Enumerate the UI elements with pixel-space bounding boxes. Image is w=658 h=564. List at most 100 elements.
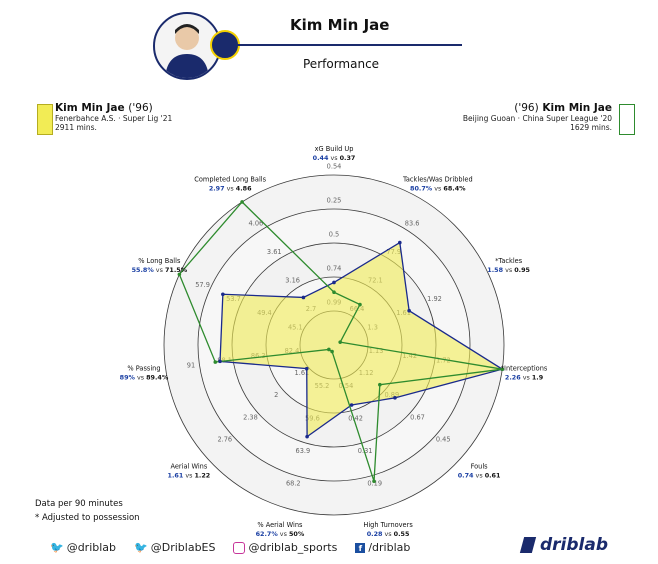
metric-values: 0.28 vs 0.55 [367,530,410,538]
legend-left-team: Fenerbahce A.S. · Super Lig '21 [55,114,173,123]
page-title: Kim Min Jae [290,16,390,34]
series-b-point [372,479,376,484]
series-b-point [327,347,331,352]
tick-label: 0.54 [327,163,342,171]
tick-label: 0.67 [410,413,425,421]
brand-mark-icon [519,537,537,553]
page-subtitle: Performance [303,57,380,71]
metric-label: Aerial Wins [170,463,207,471]
metric-label: *Tackles [495,257,523,265]
legend-right: ('96) Kim Min Jae Beijing Guoan · China … [463,102,612,132]
metric-values: 55.8% vs 71.5% [132,266,188,274]
tick-label: 0.5 [329,231,340,239]
tick-label: 91 [187,362,195,370]
series-a-point [304,366,309,371]
tick-label: 0.19 [367,480,382,488]
series-a-area [219,241,504,438]
legend-right-minutes: 1629 mins. [570,123,612,132]
series-a-point [305,434,309,439]
legend-right-year: ('96) [514,102,539,114]
series-b-line [178,201,503,482]
social-label: @driblab [66,541,117,554]
player-avatar [153,12,221,80]
social-twitter-1[interactable]: 🐦 @driblab [50,541,116,554]
tick-label: 0.42 [348,414,363,422]
social-label: /driblab [368,541,411,554]
series-b-point [330,349,334,354]
series-a-point [218,359,222,364]
tick-label: 3.16 [285,277,300,285]
legend-right-name: Kim Min Jae [542,102,612,114]
series-a-point [221,292,225,297]
legend-left-year: ('96) [128,102,153,114]
metric-values: 0.44 vs 0.37 [313,154,356,162]
twitter-icon: 🐦 [134,541,148,554]
series-a-point [393,396,397,400]
series-a-point [349,403,354,407]
brand-name: driblab [540,535,609,555]
social-twitter-2[interactable]: 🐦 @DriblabES [134,541,215,554]
social-links: 🐦 @driblab 🐦 @DriblabES @driblab_sports f /… [50,541,410,554]
tick-label: 4.06 [249,219,264,227]
series-a-point [407,308,411,313]
metric-label: % Long Balls [138,257,181,265]
series-a-point [332,280,336,285]
legend-left: Kim Min Jae ('96) Fenerbahce A.S. · Supe… [55,102,172,132]
legend-left-name: Kim Min Jae [55,102,125,114]
series-b-point [500,367,505,371]
metric-values: 80.7% vs 68.4% [410,184,466,192]
tick-label: 1.92 [427,295,442,303]
metric-values: 1.58 vs 0.95 [487,266,530,274]
brand-logo: driblab [519,535,609,555]
social-label: @DriblabES [150,541,216,554]
tick-label: 0.25 [327,197,342,205]
tick-label: 2.76 [217,436,232,444]
metric-label: % Passing [127,364,160,372]
legend-left-minutes: 2911 mins. [55,123,97,132]
metric-label: High Turnovers [363,521,413,529]
tick-label: 83.6 [405,219,420,227]
tick-label: 0.45 [436,436,451,444]
legend-swatch-right [619,104,635,135]
series-b-point [213,360,218,364]
metric-values: 2.97 vs 4.86 [209,184,252,192]
metric-values: 2.26 vs 1.9 [505,373,544,381]
tick-label: 63.9 [296,447,311,455]
metric-values: 89% vs 89.4% [120,373,169,381]
tick-label: 3.61 [267,248,282,256]
tick-label: 2.38 [243,413,258,421]
social-facebook[interactable]: f/driblab [355,541,410,554]
tick-label: 68.2 [286,480,301,488]
metric-values: 0.74 vs 0.61 [458,472,501,480]
series-b-point [332,290,336,295]
social-instagram[interactable]: @driblab_sports [233,541,337,554]
tick-label: 2 [274,391,278,399]
series-a-point [301,295,306,300]
series-b-point [338,340,342,344]
metric-label: Tackles/Was Dribbled [402,175,473,183]
footnote-possession: * Adjusted to possession [35,513,140,523]
facebook-icon: f [355,542,366,553]
title-divider [232,44,462,46]
metric-label: Completed Long Balls [194,175,266,183]
series-b-point [177,272,182,277]
twitter-icon: 🐦 [50,541,64,554]
metric-label: Fouls [471,463,489,471]
metric-values: 62.7% vs 50% [256,530,305,538]
metric-values: 1.61 vs 1.22 [168,472,211,480]
tick-label: 57.9 [195,281,210,289]
legend-right-team: Beijing Guoan · China Super League '20 [462,114,612,123]
legend-swatch-left [37,104,53,135]
tick-label: 0.74 [327,265,342,273]
series-b-point [378,382,382,387]
tick-label: 0.31 [358,447,373,455]
footnote-per90: Data per 90 minutes [35,499,123,509]
metric-label: xG Build Up [315,145,354,153]
social-label: @driblab_sports [248,541,338,554]
tick-label: 1.61 [295,369,310,377]
metric-label: % Aerial Wins [257,521,303,529]
instagram-icon [233,541,246,554]
series-b-point [358,302,362,307]
series-b-point [240,200,244,204]
